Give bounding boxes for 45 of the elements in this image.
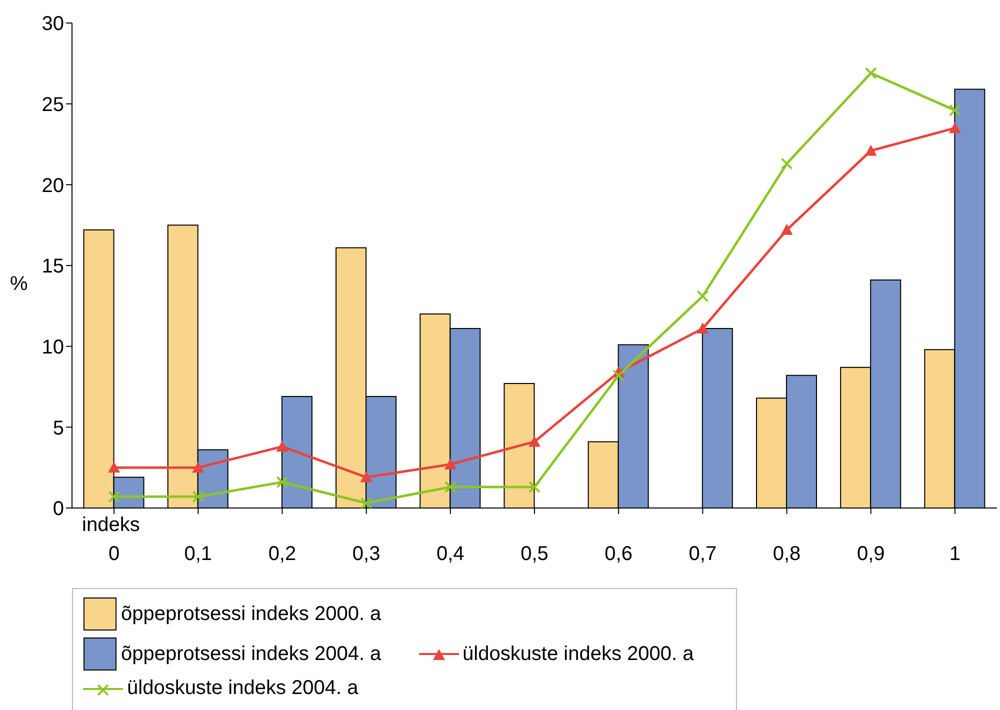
y-tick-label: 0 bbox=[52, 498, 64, 520]
point bbox=[360, 497, 372, 508]
legend-label: üldoskuste indeks 2000. a bbox=[462, 642, 694, 666]
x-tick-label: 0,8 bbox=[772, 543, 801, 566]
x-tick-label: 1 bbox=[949, 543, 961, 566]
point bbox=[108, 490, 120, 503]
point bbox=[780, 224, 793, 235]
legend-label: õppeprotsessi indeks 2000. a bbox=[121, 602, 382, 626]
point bbox=[696, 290, 709, 302]
x-tick-label: 0,5 bbox=[520, 543, 548, 566]
point bbox=[864, 144, 877, 156]
x-tick-label: 0,2 bbox=[268, 543, 296, 566]
x-tick-label: 0,9 bbox=[856, 543, 885, 566]
point bbox=[276, 440, 288, 452]
y-tick-label: 30 bbox=[42, 13, 64, 36]
point bbox=[696, 322, 709, 334]
x-tick-label: 0,1 bbox=[184, 543, 212, 566]
legend-label: üldoskuste indeks 2004. a bbox=[127, 677, 358, 700]
y-tick-label: 25 bbox=[42, 94, 64, 116]
point bbox=[192, 462, 204, 473]
point bbox=[948, 104, 961, 116]
y-tick-label: 15 bbox=[42, 256, 64, 278]
y-tick-label: 5 bbox=[52, 417, 64, 440]
point bbox=[444, 458, 456, 470]
y-axis-title: % bbox=[10, 273, 28, 296]
point bbox=[948, 122, 961, 134]
point bbox=[612, 369, 625, 382]
x-axis-title: indeks bbox=[82, 514, 140, 537]
point bbox=[360, 471, 372, 482]
y-tick-label: 10 bbox=[42, 336, 64, 358]
point bbox=[276, 476, 288, 488]
y-tick-label: 20 bbox=[42, 174, 64, 197]
x-tick-label: 0 bbox=[108, 543, 120, 566]
point bbox=[528, 480, 540, 493]
legend-label: õppeprotsessi indeks 2004. a bbox=[121, 642, 382, 666]
point bbox=[864, 67, 877, 80]
x-tick-label: 0,3 bbox=[352, 543, 380, 566]
point bbox=[192, 490, 204, 503]
x-tick-label: 0,4 bbox=[436, 543, 464, 566]
point bbox=[528, 436, 540, 447]
x-tick-label: 0,7 bbox=[688, 543, 717, 566]
x-tick-label: 0,6 bbox=[604, 543, 632, 566]
point bbox=[108, 462, 120, 473]
point bbox=[780, 158, 793, 170]
point bbox=[444, 480, 456, 493]
